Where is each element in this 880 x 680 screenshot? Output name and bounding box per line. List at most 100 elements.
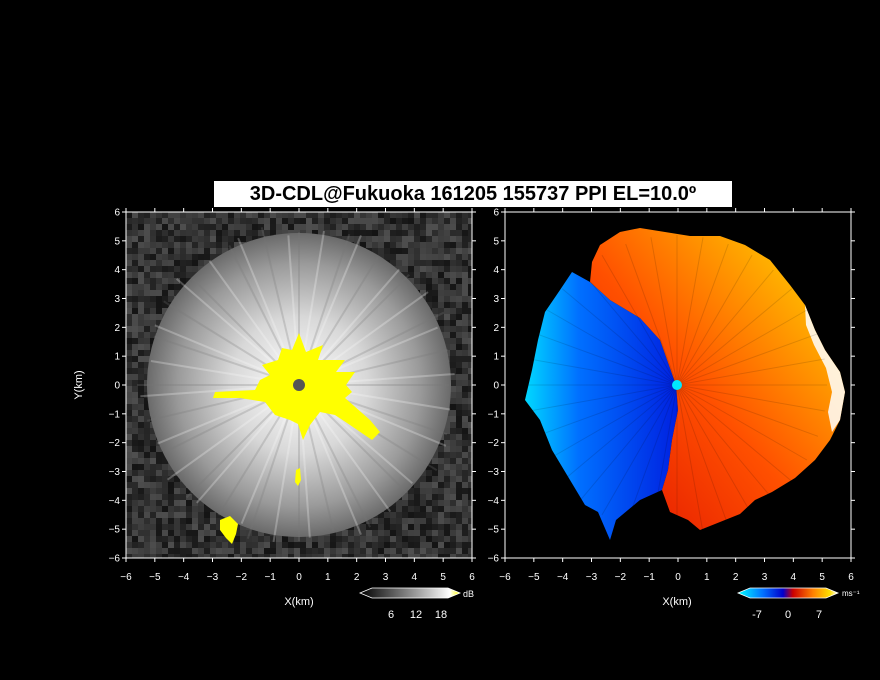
noise-cell: [468, 452, 472, 458]
noise-cell: [402, 500, 408, 506]
noise-cell: [138, 362, 144, 368]
noise-cell: [174, 272, 180, 278]
noise-cell: [456, 380, 462, 386]
noise-cell: [168, 488, 174, 494]
noise-cell: [222, 236, 228, 242]
noise-cell: [240, 548, 246, 554]
noise-cell: [468, 314, 472, 320]
noise-cell: [402, 266, 408, 272]
noise-cell: [414, 284, 420, 290]
noise-cell: [138, 308, 144, 314]
noise-cell: [468, 542, 472, 548]
noise-cell: [450, 362, 456, 368]
noise-cell: [282, 536, 288, 542]
noise-cell: [150, 260, 156, 266]
noise-cell: [246, 212, 252, 218]
noise-cell: [144, 362, 150, 368]
noise-cell: [342, 236, 348, 242]
noise-cell: [162, 518, 168, 524]
noise-cell: [426, 230, 432, 236]
noise-cell: [138, 554, 144, 558]
noise-cell: [426, 506, 432, 512]
noise-cell: [330, 218, 336, 224]
noise-cell: [336, 218, 342, 224]
noise-cell: [132, 242, 138, 248]
noise-cell: [126, 290, 132, 296]
noise-cell: [330, 536, 336, 542]
noise-cell: [126, 254, 132, 260]
noise-cell: [156, 230, 162, 236]
noise-cell: [396, 218, 402, 224]
noise-cell: [138, 428, 144, 434]
velocity-ray: [529, 384, 678, 412]
noise-cell: [396, 518, 402, 524]
noise-cell: [408, 512, 414, 518]
noise-cell: [468, 368, 472, 374]
noise-cell: [150, 338, 156, 344]
noise-cell: [144, 278, 150, 284]
noise-cell: [168, 554, 174, 558]
noise-cell: [132, 398, 138, 404]
noise-cell: [216, 542, 222, 548]
noise-cell: [294, 218, 300, 224]
noise-cell: [420, 536, 426, 542]
noise-cell: [468, 518, 472, 524]
noise-cell: [156, 284, 162, 290]
noise-cell: [144, 488, 150, 494]
noise-cell: [324, 230, 330, 236]
noise-cell: [198, 542, 204, 548]
noise-cell: [450, 230, 456, 236]
noise-cell: [246, 224, 252, 230]
noise-cell: [456, 548, 462, 554]
noise-cell: [132, 530, 138, 536]
colorbar-right-tick-0: 0: [785, 609, 791, 621]
noise-cell: [384, 212, 390, 218]
noise-cell: [192, 512, 198, 518]
noise-cell: [438, 524, 444, 530]
noise-cell: [144, 422, 150, 428]
noise-cell: [456, 326, 462, 332]
noise-cell: [144, 284, 150, 290]
noise-cell: [372, 518, 378, 524]
noise-cell: [360, 536, 366, 542]
noise-cell: [396, 254, 402, 260]
noise-cell: [396, 500, 402, 506]
velocity-ray: [535, 333, 678, 386]
left-ytick-label: 3: [114, 294, 120, 305]
noise-cell: [144, 500, 150, 506]
noise-cell: [186, 236, 192, 242]
noise-cell: [138, 422, 144, 428]
noise-cell: [450, 356, 456, 362]
noise-cell: [366, 524, 372, 530]
noise-cell: [396, 248, 402, 254]
noise-cell: [138, 506, 144, 512]
noise-cell: [462, 212, 468, 218]
noise-cell: [384, 506, 390, 512]
noise-cell: [462, 452, 468, 458]
noise-cell: [126, 218, 132, 224]
noise-cell: [408, 548, 414, 554]
noise-cell: [462, 218, 468, 224]
noise-cell: [138, 350, 144, 356]
noise-cell: [300, 212, 306, 218]
noise-cell: [456, 404, 462, 410]
noise-cell: [372, 218, 378, 224]
noise-cell: [348, 224, 354, 230]
right-ytick-label: 4: [493, 265, 499, 276]
noise-cell: [132, 368, 138, 374]
noise-cell: [402, 518, 408, 524]
noise-cell: [186, 230, 192, 236]
noise-cell: [366, 542, 372, 548]
noise-cell: [180, 224, 186, 230]
left-ytick-label: 1: [114, 352, 120, 363]
noise-cell: [210, 218, 216, 224]
noise-cell: [180, 272, 186, 278]
noise-cell: [174, 506, 180, 512]
noise-cell: [204, 542, 210, 548]
noise-cell: [456, 392, 462, 398]
noise-cell: [228, 242, 234, 248]
noise-cell: [144, 446, 150, 452]
noise-cell: [438, 542, 444, 548]
noise-cell: [432, 254, 438, 260]
noise-cell: [468, 362, 472, 368]
